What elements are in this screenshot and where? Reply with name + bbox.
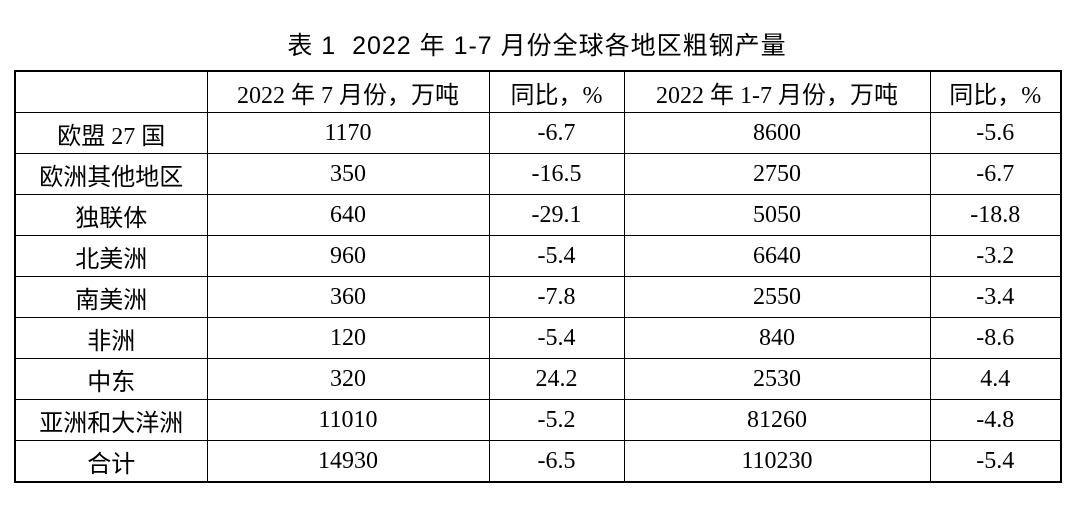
- cell-value: 2530: [623, 358, 931, 400]
- cell-value: -16.5: [488, 153, 625, 195]
- cell-value: -18.8: [929, 194, 1062, 236]
- cell-value: -3.2: [929, 235, 1062, 277]
- cell-value: 840: [623, 317, 931, 359]
- table-row: 非洲 120 -5.4 840 -8.6: [14, 317, 1062, 359]
- column-header-yoy-july: 同比，%: [488, 70, 625, 113]
- table-row: 欧盟 27 国 1170 -6.7 8600 -5.6: [14, 112, 1062, 154]
- cell-value: 11010: [206, 399, 490, 441]
- cell-value: -5.2: [488, 399, 625, 441]
- table-row: 中东 320 24.2 2530 4.4: [14, 358, 1062, 400]
- cell-value: 8600: [623, 112, 931, 154]
- cell-value: 24.2: [488, 358, 625, 400]
- table-row: 欧洲其他地区 350 -16.5 2750 -6.7: [14, 153, 1062, 195]
- cell-value: 120: [206, 317, 490, 359]
- row-label: 北美洲: [14, 235, 208, 277]
- cell-value: 6640: [623, 235, 931, 277]
- cell-value: 110230: [623, 440, 931, 483]
- cell-value: -3.4: [929, 276, 1062, 318]
- row-label: 亚洲和大洋洲: [14, 399, 208, 441]
- table-row-total: 合计 14930 -6.5 110230 -5.4: [14, 440, 1062, 483]
- column-header-yoy-jan-jul: 同比，%: [929, 70, 1062, 113]
- table-row: 独联体 640 -29.1 5050 -18.8: [14, 194, 1062, 236]
- row-label: 合计: [14, 440, 208, 483]
- cell-value: 81260: [623, 399, 931, 441]
- column-header-july-output: 2022 年 7 月份，万吨: [206, 70, 490, 113]
- cell-value: -7.8: [488, 276, 625, 318]
- table-row: 南美洲 360 -7.8 2550 -3.4: [14, 276, 1062, 318]
- cell-value: 2750: [623, 153, 931, 195]
- column-header-jan-jul-output: 2022 年 1-7 月份，万吨: [623, 70, 931, 113]
- table-title: 表 1 2022 年 1-7 月份全球各地区粗钢产量: [287, 32, 787, 60]
- row-label: 欧盟 27 国: [14, 112, 208, 154]
- cell-value: 640: [206, 194, 490, 236]
- column-header-region: [14, 70, 208, 113]
- cell-value: 1170: [206, 112, 490, 154]
- row-label: 独联体: [14, 194, 208, 236]
- cell-value: 5050: [623, 194, 931, 236]
- cell-value: 350: [206, 153, 490, 195]
- cell-value: -4.8: [929, 399, 1062, 441]
- cell-value: -8.6: [929, 317, 1062, 359]
- cell-value: 2550: [623, 276, 931, 318]
- cell-value: 320: [206, 358, 490, 400]
- row-label: 中东: [14, 358, 208, 400]
- cell-value: -5.4: [488, 235, 625, 277]
- cell-value: 960: [206, 235, 490, 277]
- row-label: 非洲: [14, 317, 208, 359]
- cell-value: 4.4: [929, 358, 1062, 400]
- cell-value: -6.7: [929, 153, 1062, 195]
- cell-value: -5.4: [929, 440, 1062, 483]
- steel-production-table: 2022 年 7 月份，万吨 同比，% 2022 年 1-7 月份，万吨 同比，…: [14, 70, 1062, 483]
- cell-value: -6.5: [488, 440, 625, 483]
- cell-value: -29.1: [488, 194, 625, 236]
- header-row: 2022 年 7 月份，万吨 同比，% 2022 年 1-7 月份，万吨 同比，…: [14, 70, 1062, 113]
- cell-value: 360: [206, 276, 490, 318]
- table-row: 亚洲和大洋洲 11010 -5.2 81260 -4.8: [14, 399, 1062, 441]
- row-label: 南美洲: [14, 276, 208, 318]
- cell-value: -5.4: [488, 317, 625, 359]
- table-row: 北美洲 960 -5.4 6640 -3.2: [14, 235, 1062, 277]
- row-label: 欧洲其他地区: [14, 153, 208, 195]
- cell-value: -6.7: [488, 112, 625, 154]
- cell-value: 14930: [206, 440, 490, 483]
- cell-value: -5.6: [929, 112, 1062, 154]
